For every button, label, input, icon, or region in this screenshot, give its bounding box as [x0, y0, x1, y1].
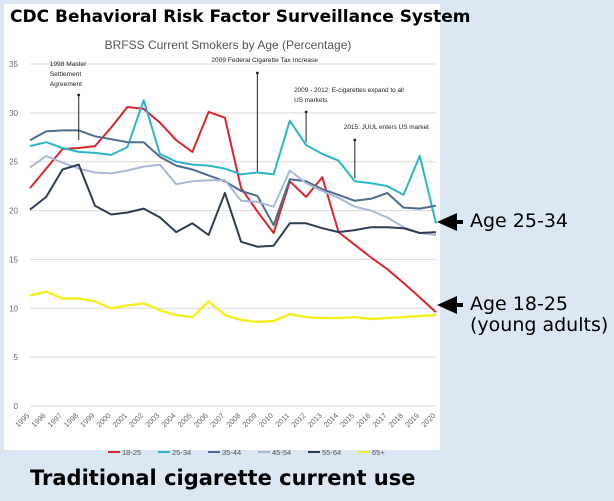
y-tick-label: 0: [14, 402, 19, 411]
x-tick-label: 1998: [62, 411, 80, 429]
series-line-65+: [29, 290, 437, 324]
annotation-text: Settlement: [50, 71, 82, 78]
y-tick-label: 30: [9, 109, 18, 118]
gridlines: [30, 63, 436, 407]
x-tick-label: 2002: [127, 411, 145, 429]
legend-label-65+: 65+: [372, 448, 385, 457]
callout-age-18-25: Age 18-25: [470, 293, 568, 315]
x-tick-label: 2012: [289, 411, 307, 429]
y-axis-ticks: 0 5 10 15 20 25 30 35: [9, 60, 18, 411]
x-tick-label: 2004: [159, 411, 177, 429]
x-tick-label: 2015: [338, 411, 356, 429]
x-tick-label: 2019: [403, 411, 421, 429]
series-lines: [29, 99, 437, 324]
x-tick-label: 2006: [192, 411, 210, 429]
x-tick-label: 2001: [111, 411, 129, 429]
legend-label-35-44: 35-44: [222, 448, 241, 457]
series-line-18-25: [29, 106, 437, 313]
annotation-dot: [353, 138, 357, 142]
annotation-text: US markets: [294, 97, 327, 104]
page-caption: Traditional cigarette current use: [30, 466, 416, 490]
legend-label-18-25: 18-25: [122, 448, 141, 457]
series-line-35-44: [29, 129, 437, 227]
x-tick-label: 2005: [176, 411, 194, 429]
callout-arrows: [437, 213, 463, 314]
callout-arrow-head-1: [437, 296, 457, 314]
legend-label-45-54: 45-54: [272, 448, 291, 457]
x-tick-label: 2020: [419, 411, 437, 429]
x-tick-label: 2000: [94, 411, 112, 429]
x-axis-ticks: 1995199619971998199920002001200220032004…: [13, 411, 437, 429]
callout-arrow-head-0: [437, 213, 457, 231]
x-tick-label: 2010: [257, 411, 275, 429]
x-tick-label: 2008: [224, 411, 242, 429]
x-tick-label: 2011: [273, 411, 291, 429]
annotation-text: Agreement: [50, 81, 82, 88]
annotation-text: 2009 Federal Cigarette Tax Increase: [211, 57, 318, 64]
annotation-dot: [77, 93, 81, 97]
x-tick-label: 2016: [354, 411, 372, 429]
y-tick-label: 20: [9, 207, 18, 216]
y-tick-label: 10: [9, 304, 18, 313]
x-tick-label: 2013: [306, 411, 324, 429]
x-tick-label: 1995: [13, 411, 31, 429]
x-tick-label: 2017: [371, 411, 389, 429]
x-tick-label: 2009: [241, 411, 259, 429]
legend-label-25-34: 25-34: [172, 448, 191, 457]
x-tick-label: 2018: [387, 411, 405, 429]
callout-age-25-34: Age 25-34: [470, 210, 568, 232]
y-tick-label: 35: [9, 60, 18, 69]
annotations: 1998 Master Settlement Agreement 2009 Feder…: [50, 57, 429, 179]
annotation-text: 1998 Master: [50, 61, 87, 68]
x-tick-label: 1996: [29, 411, 47, 429]
chart-title: BRFSS Current Smokers by Age (Percentage…: [105, 38, 352, 52]
callout-young-adults: (young adults): [470, 314, 609, 336]
series-line-25-34: [29, 99, 437, 224]
x-tick-label: 2007: [208, 411, 226, 429]
legend: 18-25 25-34 35-44 45-54 55-64 65+: [108, 448, 385, 457]
page-header: CDC Behavioral Risk Factor Surveillance …: [10, 7, 471, 27]
series-line-45-54: [29, 154, 437, 236]
y-tick-label: 5: [14, 353, 19, 362]
series-line-55-64: [29, 163, 437, 248]
x-tick-label: 1999: [78, 411, 96, 429]
y-tick-label: 15: [9, 255, 18, 264]
x-tick-label: 2014: [322, 411, 340, 429]
annotation-dot: [255, 71, 259, 75]
annotation-text: 2015: JUUL enters US market: [344, 124, 429, 131]
x-tick-label: 1997: [46, 411, 64, 429]
annotation-text: 2009 - 2012: E-cigarettes expand to all: [294, 87, 404, 94]
legend-label-55-64: 55-64: [322, 448, 341, 457]
annotation-dot: [304, 110, 308, 114]
x-tick-label: 2003: [143, 411, 161, 429]
y-tick-label: 25: [9, 158, 18, 167]
